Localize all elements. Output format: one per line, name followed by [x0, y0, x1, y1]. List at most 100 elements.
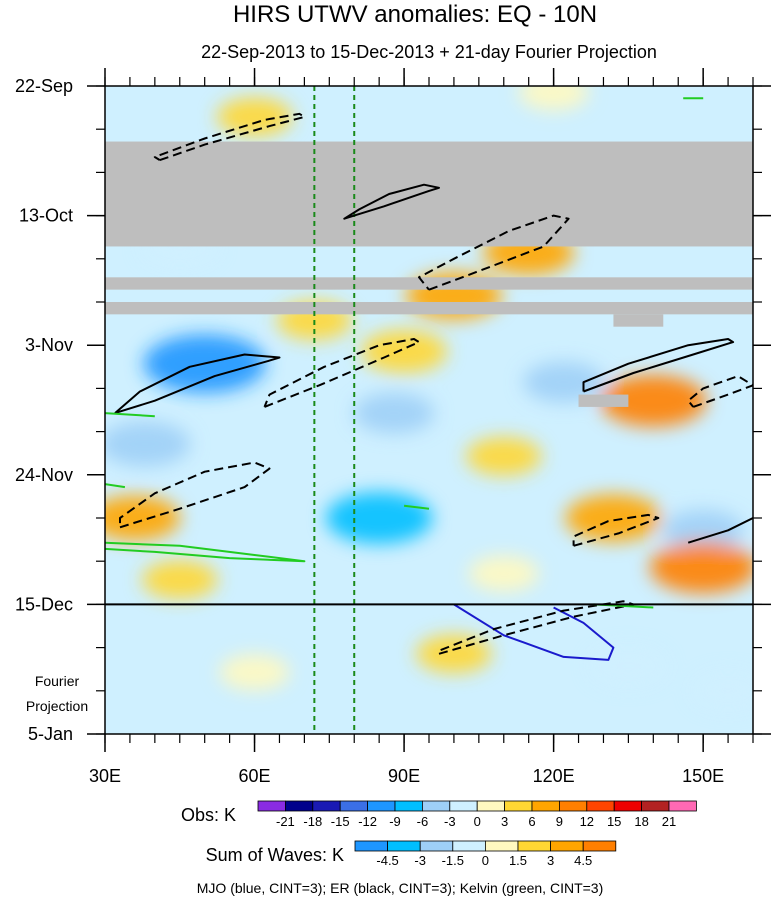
x-tick-label-3: 120E [533, 766, 575, 786]
anomaly-field [105, 86, 753, 709]
obs-colorbar-label-13: 18 [634, 814, 648, 829]
y-tick-label-1: 13-Oct [19, 206, 73, 226]
waves-colorbar-swatch-5 [517, 840, 551, 852]
kelvin-contour-14 [105, 483, 126, 489]
obs-colorbar-swatch-7 [449, 800, 478, 812]
er-contour-8 [119, 461, 271, 529]
er-contour-7 [263, 338, 420, 408]
x-tick-label-1: 60E [239, 766, 271, 786]
obs-colorbar-swatch-13 [613, 800, 643, 812]
obs-colorbar-label-11: 12 [580, 814, 594, 829]
y-tick-label-5: 5-Jan [28, 724, 73, 744]
missing-band-2 [105, 302, 753, 315]
er-contour-4 [687, 517, 753, 544]
waves-colorbar-label-3: 0 [482, 853, 489, 868]
obs-colorbar-label-3: -12 [358, 814, 377, 829]
waves-colorbar-label-1: -3 [414, 853, 426, 868]
anomaly-blob-3 [353, 392, 435, 434]
waves-colorbar-swatch-6 [550, 840, 584, 852]
obs-colorbar-swatch-2 [312, 800, 341, 812]
anomaly-blob-19 [219, 654, 290, 691]
projection-label-line2: Projection [26, 698, 88, 714]
obs-colorbar-swatch-14 [641, 800, 670, 812]
er-contour-6 [418, 214, 570, 291]
chart-title: HIRS UTWV anomalies: EQ - 10N [233, 1, 597, 28]
missing-data [105, 141, 753, 407]
anomaly-blob-21 [465, 436, 542, 476]
waves-colorbar-swatch-4 [484, 840, 519, 852]
er-contour-3 [582, 338, 735, 393]
anomaly-blob-4 [523, 361, 604, 403]
obs-colorbar-swatch-12 [586, 800, 615, 812]
anomaly-blob-16 [361, 329, 448, 373]
obs-colorbar: -21 -18 -15 -12 -9 -6 -3 0 3 6 9 12 15 18 21 [257, 800, 697, 829]
obs-colorbar-swatch-15 [668, 800, 697, 812]
obs-colorbar-swatch-9 [504, 800, 533, 812]
er-contour-1 [114, 353, 281, 415]
chart-subtitle: 22-Sep-2013 to 15-Dec-2013 + 21-day Four… [201, 42, 657, 62]
x-tick-label-2: 90E [388, 766, 420, 786]
anomaly-blob-9 [599, 374, 707, 427]
obs-colorbar-swatch-10 [531, 800, 560, 812]
er-contour-11 [438, 600, 635, 655]
obs-colorbar-label-2: -15 [331, 814, 350, 829]
obs-colorbar-label-1: -18 [303, 814, 322, 829]
obs-colorbar-swatch-6 [421, 800, 451, 812]
waves-colorbar-label-5: 3 [547, 853, 554, 868]
obs-colorbar-label-10: 9 [556, 814, 563, 829]
obs-colorbar-swatch-5 [394, 800, 423, 812]
missing-band-3 [613, 314, 664, 327]
obs-colorbar-title: Obs: K [181, 805, 236, 825]
obs-colorbar-label-9: 6 [528, 814, 535, 829]
anomaly-blob-23 [468, 555, 539, 592]
missing-band-4 [578, 394, 629, 407]
wave-contours [105, 97, 753, 661]
obs-colorbar-label-0: -21 [276, 814, 295, 829]
waves-colorbar-swatch-1 [387, 840, 421, 852]
missing-band-0 [105, 141, 753, 247]
er-contour-2 [343, 183, 440, 220]
obs-colorbar-label-8: 3 [501, 814, 508, 829]
projection-label-line1: Fourier [35, 673, 80, 689]
waves-colorbar-swatch-2 [419, 840, 454, 852]
waves-colorbar-label-2: -1.5 [442, 853, 464, 868]
obs-colorbar-label-6: -3 [444, 814, 456, 829]
kelvin-contour-13 [105, 412, 155, 418]
obs-colorbar-label-5: -6 [417, 814, 429, 829]
axes: 22-Sep 13-Oct 3-Nov 24-Nov 15-Dec 5-Jan 30E 60E… [15, 68, 771, 786]
obs-colorbar-label-7: 0 [474, 814, 481, 829]
waves-colorbar-label-0: -4.5 [376, 853, 398, 868]
kelvin-contour-16 [403, 504, 430, 510]
obs-colorbar-swatch-11 [559, 800, 588, 812]
y-tick-label-4: 15-Dec [15, 594, 73, 614]
obs-colorbar-swatch-4 [367, 800, 396, 812]
waves-colorbar-title: Sum of Waves: K [206, 845, 344, 865]
anomaly-blob-22 [141, 560, 218, 600]
waves-colorbar-swatch-0 [354, 840, 388, 852]
anomaly-blob-14 [105, 495, 181, 541]
y-tick-label-0: 22-Sep [15, 76, 73, 96]
obs-colorbar-label-14: 21 [662, 814, 676, 829]
obs-colorbar-label-4: -9 [389, 814, 401, 829]
anomaly-blob-15 [216, 97, 293, 137]
obs-colorbar-swatch-3 [339, 800, 369, 812]
anomaly-blob-7 [692, 672, 753, 709]
anomaly-blob-1 [325, 492, 433, 544]
waves-colorbar-label-4: 1.5 [509, 853, 527, 868]
kelvin-contour-15 [105, 541, 306, 563]
anomaly-blob-11 [649, 541, 753, 594]
mjo-contour-0 [453, 603, 615, 661]
obs-colorbar-swatch-8 [476, 800, 506, 812]
waves-colorbar-label-6: 4.5 [574, 853, 592, 868]
waves-colorbar: -4.5 -3 -1.5 0 1.5 3 4.5 [354, 840, 617, 868]
obs-colorbar-label-12: 15 [607, 814, 621, 829]
er-contour-9 [572, 513, 660, 547]
obs-colorbar-swatch-0 [257, 800, 286, 812]
anomaly-blob-2 [105, 421, 191, 467]
chart-caption: MJO (blue, CINT=3); ER (black, CINT=3); … [197, 880, 604, 896]
y-tick-label-3: 24-Nov [15, 465, 73, 485]
anomaly-blob-6 [590, 646, 667, 686]
anomaly-blob-20 [518, 86, 589, 111]
anomaly-blob-5 [662, 509, 744, 551]
